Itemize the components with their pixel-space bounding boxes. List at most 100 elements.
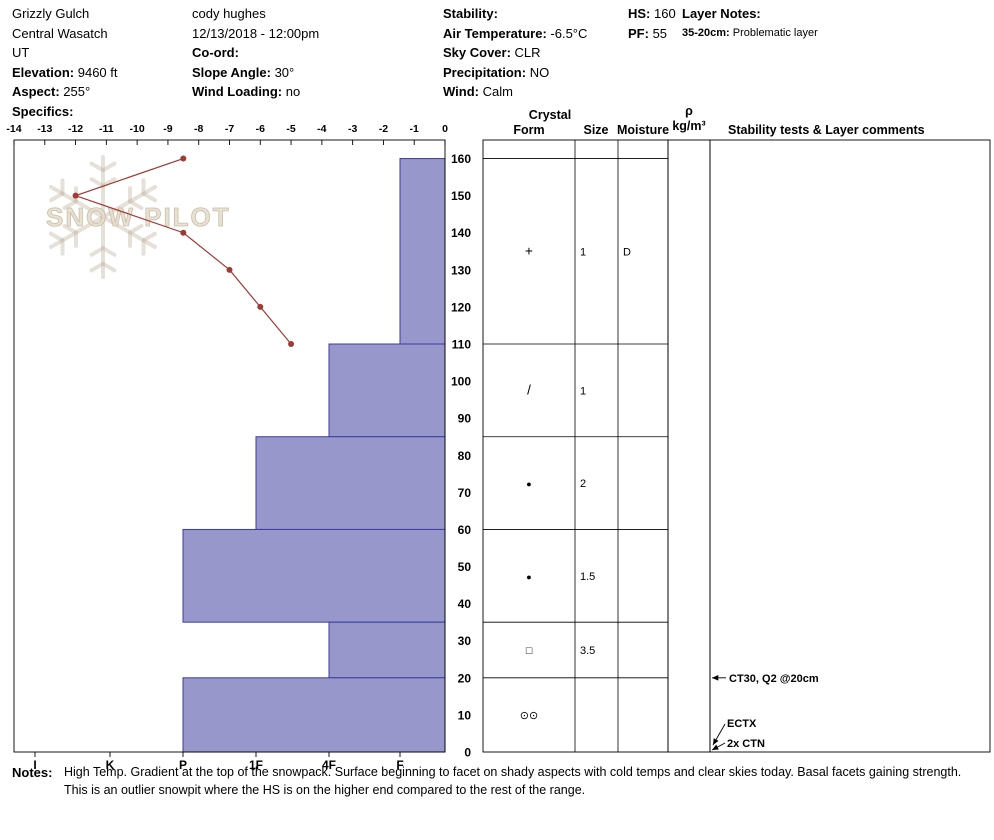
field-label: Air Temperature: xyxy=(443,25,547,41)
header-field: Elevation: 9460 ft xyxy=(12,63,118,83)
depth-tick-label: 0 xyxy=(464,746,471,760)
depth-tick-label: 150 xyxy=(451,189,471,203)
moisture-column-header: Moisture xyxy=(617,123,669,137)
snowflake-icon xyxy=(128,199,144,211)
field-value: 9460 ft xyxy=(74,64,118,80)
stability-test-result: ECTX xyxy=(727,718,757,730)
field-label: Specifics: xyxy=(12,103,74,119)
grain-form-symbol: □ xyxy=(526,645,533,657)
grain-form-symbol: / xyxy=(527,382,531,397)
header-field: cody hughes xyxy=(192,4,319,24)
temperature-point xyxy=(257,303,264,310)
header-field: Precipitation: NO xyxy=(443,63,587,83)
field-label: Wind Loading: xyxy=(192,84,283,99)
stability-annotations: CT30, Q2 @20cm ECTX 2x CTN xyxy=(711,673,819,751)
field-label: Aspect: xyxy=(12,84,60,99)
size-column-header: Size xyxy=(583,123,608,137)
temperature-point xyxy=(180,155,187,162)
snowflake-icon xyxy=(141,191,157,203)
depth-tick-label: 10 xyxy=(458,708,472,722)
header-field: Sky Cover: CLR xyxy=(443,43,587,63)
header-field: UT xyxy=(12,43,118,63)
field-value: Problematic layer xyxy=(729,26,818,39)
depth-tick-label: 20 xyxy=(458,671,472,685)
grain-size-value: 1 xyxy=(580,385,586,397)
field-value: CLR xyxy=(510,45,541,60)
stability-column xyxy=(709,139,991,753)
temp-tick-label: -1 xyxy=(410,123,419,135)
crystal-group-header: Crystal xyxy=(529,108,571,122)
depth-tick-label: 60 xyxy=(458,523,472,537)
grain-form-symbol: ● xyxy=(526,479,531,489)
hardness-tick-label: F xyxy=(396,758,403,772)
header-col-conditions: Stability: Air Temperature: -6.5°C Sky Cov… xyxy=(443,4,587,102)
temp-tick-label: -13 xyxy=(37,123,52,135)
hardness-bar xyxy=(182,528,446,623)
depth-tick-label: 140 xyxy=(451,226,471,240)
field-label: Layer Notes: xyxy=(682,6,761,21)
hardness-tick-label: K xyxy=(106,758,115,772)
hardness-bar xyxy=(328,343,446,438)
temp-tick-label: -6 xyxy=(256,123,265,135)
header-field: Air Temperature: -6.5°C xyxy=(443,24,587,44)
moisture-value: D xyxy=(623,246,631,258)
chart-axes: -14 -13 -12 -11 -10 -9 -8 -7 -6 -5 -4 -3 -2 -1 0I K P 1F 4… xyxy=(6,123,448,772)
crystal-table-grid: +1 D / 1 ● 2 ● 1.5 □ 3.5 ⊙⊙ xyxy=(482,139,991,753)
header-field: Grizzly Gulch xyxy=(12,4,118,24)
notes-label: Notes: xyxy=(12,765,53,780)
field-value: NO xyxy=(526,64,550,80)
header-field: Co-ord: xyxy=(192,43,319,63)
field-label: Sky Cover: xyxy=(443,45,511,60)
header-field: 35-20cm: Problematic layer xyxy=(682,24,818,44)
temp-tick-label: -8 xyxy=(194,123,203,135)
grain-size-value: 3.5 xyxy=(580,645,595,657)
temp-tick-label: -14 xyxy=(6,123,21,135)
header-field: Slope Angle: 30° xyxy=(192,63,319,83)
watermark-text: SNOW PILOT xyxy=(46,202,231,232)
field-label: 35-20cm: xyxy=(682,26,730,39)
snowflake-icon xyxy=(62,199,78,211)
temp-tick-label: -4 xyxy=(317,123,326,135)
field-label: Elevation: xyxy=(12,64,75,80)
header-field: HS: 160 xyxy=(628,4,676,24)
temperature-profile-line xyxy=(72,155,295,347)
depth-tick-label: 30 xyxy=(458,634,472,648)
snowflake-icon xyxy=(89,261,105,273)
header-info: Grizzly Gulch Central Wasatch UT Elevation:… xyxy=(0,4,994,119)
depth-tick-label: 50 xyxy=(458,560,472,574)
hardness-bar xyxy=(255,436,446,530)
header-col-observer: cody hughes 12/13/2018 - 12:00pm Co-ord: Sl… xyxy=(192,4,319,102)
crystal-table-frame xyxy=(482,139,669,753)
header-field: Wind: Calm xyxy=(443,82,587,102)
field-value: 255° xyxy=(59,84,91,99)
hardness-bar xyxy=(399,158,446,345)
temp-tick-label: -2 xyxy=(379,123,388,135)
hardness-tick-label: 1F xyxy=(249,758,263,772)
notes-text: High Temp. Gradient at the top of the sn… xyxy=(64,765,962,797)
grain-size-value: 1 xyxy=(580,246,586,258)
header-field: Wind Loading: no xyxy=(192,82,319,102)
depth-tick-label: 160 xyxy=(451,152,471,166)
depth-tick-label: 40 xyxy=(458,597,472,611)
hardness-bar xyxy=(182,677,446,753)
snowflake-icon xyxy=(62,223,78,235)
density-header-unit: kg/m³ xyxy=(672,119,705,133)
header-field: Stability: xyxy=(443,4,587,24)
temperature-point xyxy=(180,229,187,236)
field-value: cody hughes xyxy=(192,6,266,21)
snowflake-icon xyxy=(49,231,65,243)
temperature-point xyxy=(288,341,295,347)
field-label: Slope Angle: xyxy=(192,64,271,80)
header-col-layer-notes: Layer Notes: 35-20cm: Problematic layer xyxy=(682,4,818,43)
temp-tick-label: 0 xyxy=(442,123,448,135)
temp-tick-label: -3 xyxy=(348,123,357,135)
field-value: -6.5°C xyxy=(546,25,588,41)
snowflake-icon xyxy=(101,177,117,188)
field-label: PF: xyxy=(628,25,649,41)
field-label: Co-ord: xyxy=(192,45,239,60)
header-field: Specifics: xyxy=(12,102,118,122)
snowflake-icon xyxy=(141,231,157,243)
form-column-header: Form xyxy=(513,123,544,137)
